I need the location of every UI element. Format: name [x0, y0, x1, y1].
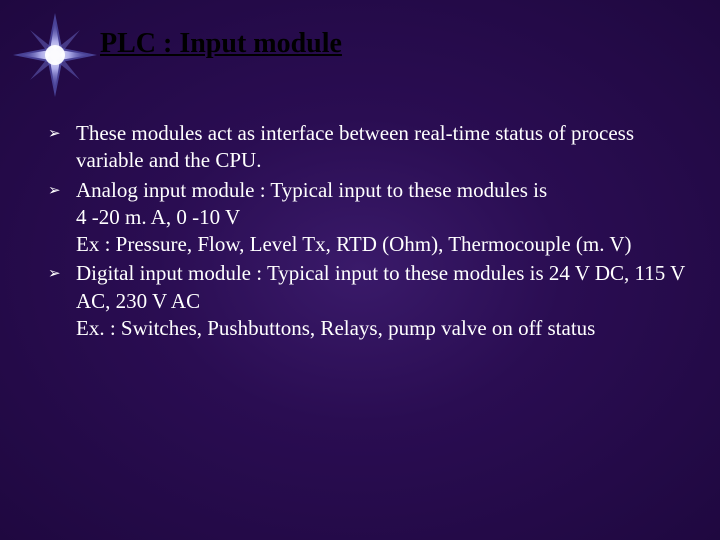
slide-title: PLC : Input module [100, 28, 342, 60]
bullet-glyph-icon: ➢ [48, 120, 76, 145]
bullet-text: Digital input module : Typical input to … [76, 260, 690, 342]
bullet-glyph-icon: ➢ [48, 177, 76, 202]
slide-content: ➢ These modules act as interface between… [48, 120, 690, 344]
bullet-glyph-icon: ➢ [48, 260, 76, 285]
star-decoration [10, 10, 100, 100]
bullet-item: ➢ Digital input module : Typical input t… [48, 260, 690, 342]
bullet-text: Analog input module : Typical input to t… [76, 177, 690, 259]
bullet-text: These modules act as interface between r… [76, 120, 690, 175]
bullet-item: ➢ These modules act as interface between… [48, 120, 690, 175]
bullet-item: ➢ Analog input module : Typical input to… [48, 177, 690, 259]
